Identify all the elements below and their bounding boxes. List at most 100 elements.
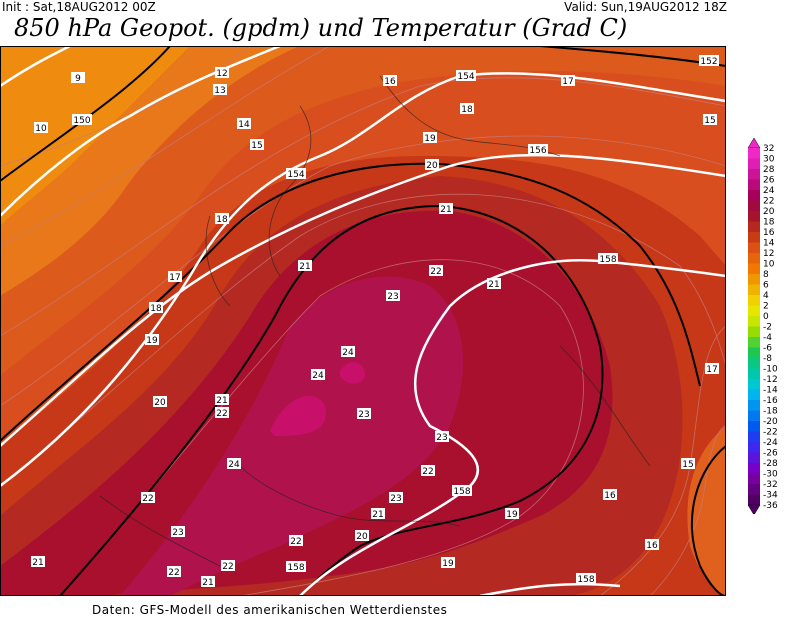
geopot-label: 158 [287,563,304,573]
colorbar-label: -36 [763,501,778,511]
colorbar-label: -8 [763,354,772,364]
geopot-154 [0,72,726,487]
temp-label: 17 [562,77,573,87]
colorbar-label: 24 [763,186,775,196]
colorbar-cell [748,410,760,421]
colorbar-cell [748,484,760,495]
geopot-label: 154 [287,170,304,180]
temp-label: 21 [202,578,213,588]
colorbar-cell [748,337,760,348]
temp-label: 24 [228,460,240,470]
colorbar-cell [748,473,760,484]
geopot-150 [0,46,281,217]
temp-label: 21 [488,280,499,290]
temp-label: 10 [35,124,47,134]
colorbar-cell [748,190,760,201]
colorbar-label: -6 [763,344,772,354]
colorbar-cell [748,169,760,180]
temp-label: 22 [422,467,433,477]
colorbar-cell [748,148,760,159]
geopot-label: 156 [529,146,546,156]
colorbar-label: -4 [763,333,772,343]
colorbar-cell [748,452,760,463]
colorbar-cell [748,431,760,442]
colorbar-label: 30 [763,155,775,165]
colorbar-cell [748,421,760,432]
colorbar-cell [748,389,760,400]
temp-label: 23 [387,292,398,302]
temp-label: 9 [75,74,81,84]
colorbar-cell [748,305,760,316]
colorbar-label: -22 [763,428,778,438]
colorbar-label: -28 [763,459,778,469]
temp-label: 21 [372,510,383,520]
temp-label: 13 [214,86,225,96]
temp-label: 17 [706,365,717,375]
colorbar-label: 28 [763,165,775,175]
geopot-158-south [479,582,621,596]
temp-label: 22 [168,568,179,578]
temp-label: 16 [646,541,658,551]
temp-label: 14 [238,120,250,130]
colorbar-label: 10 [763,260,775,270]
colorbar-label: -34 [763,491,778,501]
colorbar-label: 8 [763,270,769,280]
colorbar-label: -32 [763,480,778,490]
colorbar-cell [748,179,760,190]
colorbar-label: -2 [763,323,772,333]
temperature-colorbar: 32302826242220181614121086420-2-4-6-8-10… [748,138,778,514]
colorbar-cell [748,326,760,337]
colorbar-cell [748,379,760,390]
temp-label: 15 [704,116,715,126]
temp-label: 22 [222,562,233,572]
temp-label: 22 [430,267,441,277]
colorbar-cell [748,211,760,222]
isotherm-20-black [0,162,701,442]
colorbar-label: -16 [763,396,778,406]
colorbar-label: 14 [763,239,775,249]
colorbar-label: 2 [763,302,769,312]
colorbar-cell [748,158,760,169]
geopot-label: 152 [700,57,717,67]
colorbar-label: 4 [763,291,769,301]
colorbar-label: 6 [763,281,769,291]
temp-label: 15 [682,460,693,470]
temp-band-24 [270,395,326,436]
geopot-label: 158 [453,487,470,497]
temp-label: 22 [142,494,153,504]
temp-band-15-east [687,426,726,596]
data-source: Daten: GFS-Modell des amerikanischen Wet… [92,603,448,617]
colorbar-arrow-top [748,138,761,149]
temp-label: 16 [604,491,616,501]
temp-label: 15 [251,141,262,151]
temp-label: 12 [216,69,227,79]
colorbar-cell [748,442,760,453]
colorbar-label: -12 [763,375,778,385]
temp-label: 21 [299,262,310,272]
colorbar-cell [748,347,760,358]
colorbar-cell [748,284,760,295]
temp-band-23 [120,276,464,596]
colorbar-cell [748,274,760,285]
colorbar-label: -20 [763,417,778,427]
geopot-156 [0,153,726,447]
temp-label: 24 [312,371,324,381]
colorbar-label: -30 [763,470,778,480]
colorbar-cell [748,400,760,411]
temp-label: 19 [442,559,454,569]
temp-label: 20 [154,398,166,408]
colorbar-label: 26 [763,176,775,186]
geopot-label: 158 [577,575,594,585]
isotherm-22-black [59,204,604,596]
geopot-label: 154 [457,72,474,82]
temp-labels: 9 12 13 10 14 15 16 18 17 18 19 20 21 22… [31,67,719,588]
colorbar-cell [748,242,760,253]
colorbar-label: -10 [763,365,778,375]
geopot-label: 158 [599,255,616,265]
colorbar-label: -24 [763,438,778,448]
temp-label: 19 [146,336,158,346]
isotherm-15-black [690,445,726,596]
init-time: Init : Sat,18AUG2012 00Z [2,0,156,14]
colorbar-label: -26 [763,449,778,459]
temp-label: 21 [32,558,43,568]
